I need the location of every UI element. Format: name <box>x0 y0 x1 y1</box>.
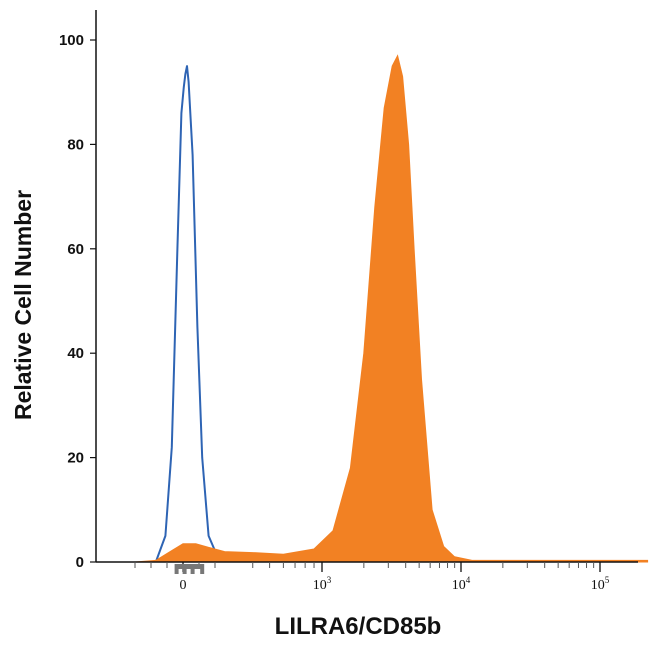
y-tick-label: 80 <box>67 136 84 153</box>
series-1-area <box>134 54 649 563</box>
rug-marker <box>174 564 179 574</box>
rug-marker <box>176 564 203 569</box>
ticks-layer: 0 20 40 60 80 100 0 103 104 105 <box>59 32 610 593</box>
axes-layer <box>95 10 638 563</box>
rug-marker <box>200 564 205 574</box>
series-0-line <box>154 65 221 563</box>
rug-marker <box>190 564 195 574</box>
y-tick-label: 40 <box>67 345 84 362</box>
x-tick-label: 103 <box>313 575 332 593</box>
y-tick-label: 60 <box>67 241 84 258</box>
x-tick-label: 0 <box>180 578 187 593</box>
rug-marker <box>182 564 187 574</box>
y-tick-label: 0 <box>76 554 84 571</box>
x-tick-label: 104 <box>452 575 471 593</box>
series-layer <box>134 54 649 563</box>
x-axis-title: LILRA6/CD85b <box>275 613 442 640</box>
y-tick-label: 20 <box>67 450 84 467</box>
y-tick-label: 100 <box>59 32 84 49</box>
y-axis-title: Relative Cell Number <box>10 190 36 420</box>
x-tick-label: 105 <box>591 575 610 593</box>
